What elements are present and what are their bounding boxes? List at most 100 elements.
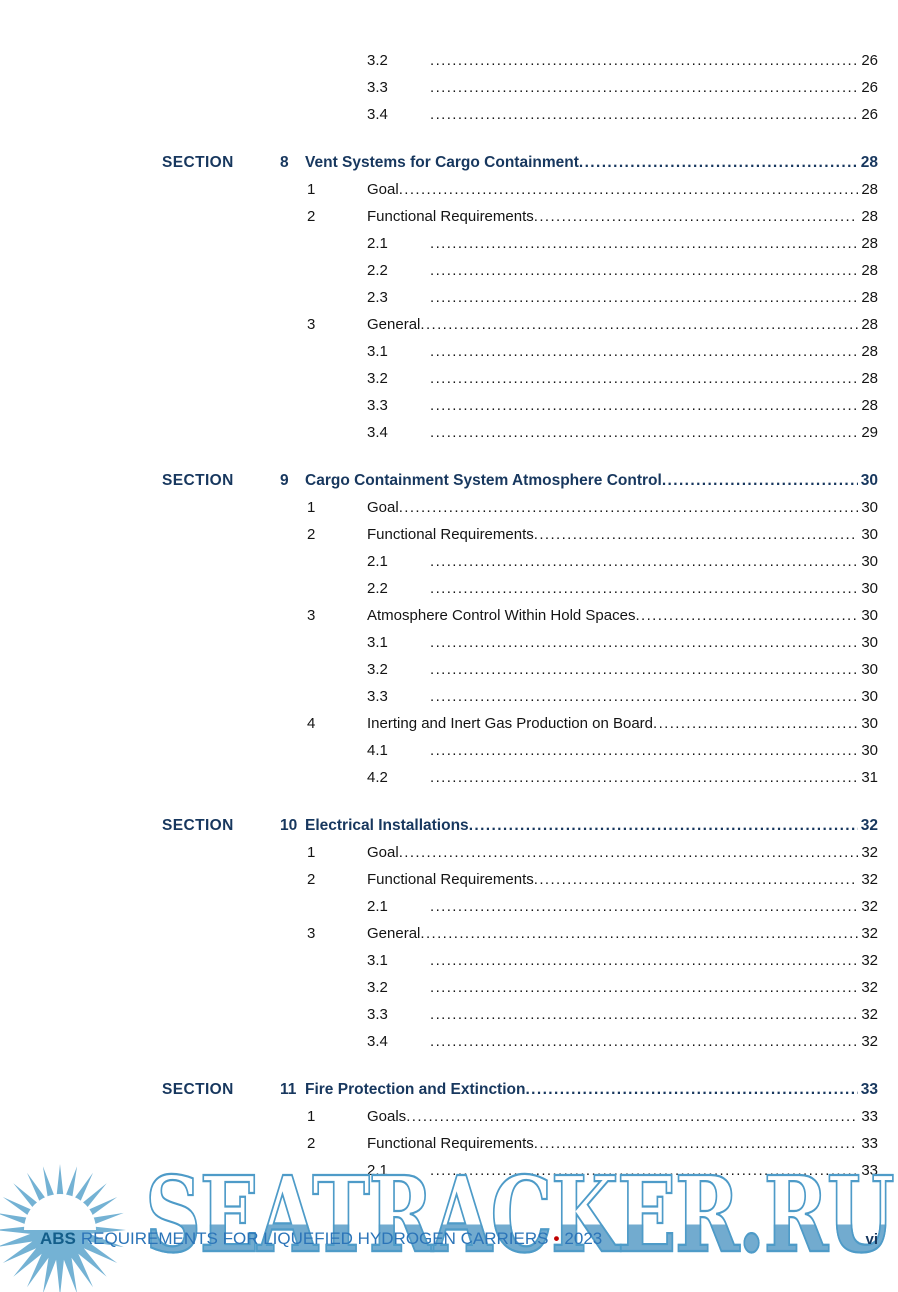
toc-entry[interactable]: 2.1.....................................… xyxy=(162,230,878,257)
entry-page-number: 32 xyxy=(861,898,878,915)
dotted-leader: ........................................… xyxy=(430,979,859,996)
toc-section-heading[interactable]: SECTION 8 Vent Systems for Cargo Containme… xyxy=(162,149,878,176)
entry-page-number: 28 xyxy=(861,397,878,414)
entry-number: 3.2 xyxy=(367,370,388,387)
entry-title: Functional Requirements xyxy=(367,526,534,543)
toc-entry[interactable]: 2.2.....................................… xyxy=(162,575,878,602)
entry-page-number: 32 xyxy=(861,1006,878,1023)
entry-page-number: 28 xyxy=(861,208,878,225)
entry-page-number: 26 xyxy=(861,52,878,69)
toc-entry[interactable]: 3 General................................… xyxy=(162,920,878,947)
entry-page-number: 28 xyxy=(861,289,878,306)
entry-page-number: 30 xyxy=(861,580,878,597)
toc-entry[interactable]: 3.3.....................................… xyxy=(162,683,878,710)
entry-title: Goals xyxy=(367,1108,407,1125)
sun-dome-shape xyxy=(24,1194,96,1230)
toc-entry[interactable]: 2 Functional Requirements................… xyxy=(162,866,878,893)
toc-entry[interactable]: 3.1.....................................… xyxy=(162,629,878,656)
dotted-leader: ........................................… xyxy=(430,661,859,678)
sun-logo xyxy=(0,1164,126,1292)
entry-number: 3.4 xyxy=(367,106,388,123)
toc-entry[interactable]: 1 Goals..................................… xyxy=(162,1103,878,1130)
entry-page-number: 28 xyxy=(861,370,878,387)
entry-number: 4.2 xyxy=(367,769,388,786)
dotted-leader: ........................................… xyxy=(430,1006,859,1023)
entry-page-number: 28 xyxy=(861,343,878,360)
section-label: SECTION xyxy=(162,817,234,834)
toc-entry[interactable]: 3 Atmosphere Control Within Hold Spaces..… xyxy=(162,602,878,629)
toc-entry[interactable]: 3.3.....................................… xyxy=(162,1001,878,1028)
dotted-leader: ........................................… xyxy=(430,52,859,69)
entry-number: 2.2 xyxy=(367,580,388,597)
dotted-leader: ........................................… xyxy=(430,742,859,759)
toc-entry[interactable]: 3.1.....................................… xyxy=(162,338,878,365)
section-page-number: 30 xyxy=(860,472,878,489)
entry-title: Functional Requirements xyxy=(367,208,534,225)
toc-entry[interactable]: 4.2.....................................… xyxy=(162,764,878,791)
entry-title: General xyxy=(367,316,421,333)
entry-page-number: 33 xyxy=(861,1108,878,1125)
toc-section-heading[interactable]: SECTION 9 Cargo Containment System Atmosph… xyxy=(162,467,878,494)
entry-title: Atmosphere Control Within Hold Spaces xyxy=(367,607,636,624)
section-label: SECTION xyxy=(162,154,234,171)
section-title: Cargo Containment System Atmosphere Cont… xyxy=(305,472,662,489)
dotted-leader: ........................................… xyxy=(430,370,859,387)
entry-number: 2 xyxy=(307,1135,316,1152)
entry-number: 2.1 xyxy=(367,553,388,570)
toc-entry[interactable]: 3.2.....................................… xyxy=(162,656,878,683)
toc-entry[interactable]: 1 Goal...................................… xyxy=(162,494,878,521)
section-page-number: 32 xyxy=(860,817,878,834)
entry-page-number: 30 xyxy=(861,661,878,678)
entry-page-number: 30 xyxy=(861,742,878,759)
entry-number: 3.3 xyxy=(367,1006,388,1023)
section-label: SECTION xyxy=(162,472,234,489)
toc-entry[interactable]: 3.3.....................................… xyxy=(162,392,878,419)
dotted-leader: ........................................… xyxy=(430,769,859,786)
dotted-leader: ........................................… xyxy=(533,208,859,225)
entry-number: 3.1 xyxy=(367,634,388,651)
toc-entry[interactable]: 2 Functional Requirements................… xyxy=(162,203,878,230)
toc-entry[interactable]: 2 Functional Requirements................… xyxy=(162,521,878,548)
entry-page-number: 30 xyxy=(861,634,878,651)
footer-brand: ABS xyxy=(40,1229,76,1248)
toc-entry[interactable]: 3.4.....................................… xyxy=(162,101,878,128)
dotted-leader: ........................................… xyxy=(398,844,859,861)
toc-entry[interactable]: 3.2.....................................… xyxy=(162,47,878,74)
toc-section-heading[interactable]: SECTION 10 Electrical Installations.......… xyxy=(162,812,878,839)
toc-entry[interactable]: 2.1.....................................… xyxy=(162,548,878,575)
entry-title: Goal xyxy=(367,844,399,861)
toc-entry[interactable]: 2.2.....................................… xyxy=(162,257,878,284)
entry-number: 3.1 xyxy=(367,343,388,360)
toc-entry[interactable]: 3 General................................… xyxy=(162,311,878,338)
footer-text: ABS REQUIREMENTS FOR LIQUEFIED HYDROGEN … xyxy=(40,1228,602,1250)
toc-entry[interactable]: 1 Goal...................................… xyxy=(162,176,878,203)
toc-entry[interactable]: 2 Functional Requirements................… xyxy=(162,1130,878,1157)
dotted-leader: ........................................… xyxy=(398,499,859,516)
entry-page-number: 30 xyxy=(861,688,878,705)
toc-entry[interactable]: 3.4.....................................… xyxy=(162,1028,878,1055)
toc-section-heading[interactable]: SECTION 11 Fire Protection and Extinction.… xyxy=(162,1076,878,1103)
entry-page-number: 28 xyxy=(861,181,878,198)
toc-entry[interactable]: 4.1.....................................… xyxy=(162,737,878,764)
footer-separator-dot: • xyxy=(553,1229,560,1248)
entry-number: 3.2 xyxy=(367,52,388,69)
entry-number: 3.1 xyxy=(367,952,388,969)
toc-entry[interactable]: 1 Goal...................................… xyxy=(162,839,878,866)
toc-entry[interactable]: 3.1.....................................… xyxy=(162,947,878,974)
entry-number: 1 xyxy=(307,844,316,861)
toc-entry[interactable]: 3.2.....................................… xyxy=(162,365,878,392)
toc-entry[interactable]: 3.2.....................................… xyxy=(162,974,878,1001)
toc-entry[interactable]: 3.3.....................................… xyxy=(162,74,878,101)
entry-number: 2.1 xyxy=(367,898,388,915)
toc-entry[interactable]: 2.1.....................................… xyxy=(162,893,878,920)
entry-page-number: 30 xyxy=(861,607,878,624)
toc-entry[interactable]: 3.4.....................................… xyxy=(162,419,878,446)
toc-entry[interactable]: 2.3.....................................… xyxy=(162,284,878,311)
entry-number: 3.3 xyxy=(367,397,388,414)
toc-entry[interactable]: 2.1.....................................… xyxy=(162,1157,878,1184)
entry-number: 3.2 xyxy=(367,979,388,996)
toc-entry[interactable]: 4 Inerting and Inert Gas Production on Bo… xyxy=(162,710,878,737)
dotted-leader: ........................................… xyxy=(430,343,859,360)
entry-title: Goal xyxy=(367,499,399,516)
page-number: vi xyxy=(865,1231,878,1248)
